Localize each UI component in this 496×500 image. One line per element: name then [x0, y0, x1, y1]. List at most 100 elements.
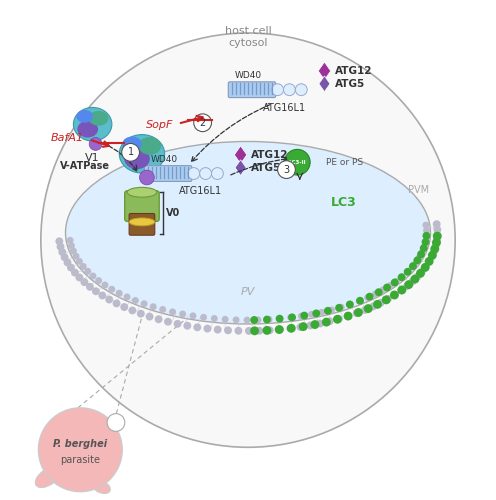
Ellipse shape: [77, 121, 98, 138]
Text: 3: 3: [283, 164, 290, 174]
Circle shape: [404, 268, 412, 276]
Circle shape: [107, 414, 125, 432]
Circle shape: [326, 318, 334, 326]
Circle shape: [409, 278, 417, 285]
Circle shape: [356, 298, 363, 304]
Circle shape: [307, 322, 314, 330]
Circle shape: [397, 286, 406, 294]
Circle shape: [397, 286, 405, 294]
Circle shape: [286, 324, 294, 332]
Circle shape: [422, 238, 429, 244]
Circle shape: [276, 326, 284, 334]
Circle shape: [354, 308, 363, 317]
Circle shape: [95, 277, 102, 284]
Circle shape: [141, 300, 147, 307]
Circle shape: [361, 306, 369, 314]
Circle shape: [174, 320, 182, 328]
Circle shape: [150, 304, 157, 310]
Circle shape: [139, 170, 154, 185]
Circle shape: [108, 286, 115, 292]
Circle shape: [393, 278, 400, 285]
Circle shape: [299, 322, 308, 331]
Circle shape: [116, 290, 123, 296]
Circle shape: [316, 320, 324, 328]
Circle shape: [372, 290, 379, 298]
Circle shape: [102, 282, 109, 288]
Ellipse shape: [211, 168, 223, 179]
Text: 2: 2: [199, 118, 206, 128]
Circle shape: [235, 327, 243, 334]
Circle shape: [422, 238, 430, 246]
Circle shape: [416, 254, 423, 260]
Circle shape: [422, 263, 430, 270]
Circle shape: [428, 250, 437, 260]
Polygon shape: [319, 76, 330, 92]
Circle shape: [434, 226, 441, 234]
Circle shape: [86, 283, 94, 290]
Circle shape: [159, 306, 166, 313]
Text: PE or PS: PE or PS: [326, 158, 363, 166]
Circle shape: [308, 311, 315, 318]
Circle shape: [423, 222, 430, 228]
Circle shape: [41, 33, 455, 448]
Text: host cell
cytosol: host cell cytosol: [225, 26, 271, 48]
Ellipse shape: [295, 84, 307, 96]
Circle shape: [322, 318, 331, 326]
Circle shape: [128, 306, 136, 314]
Circle shape: [164, 318, 172, 326]
Text: parasite: parasite: [61, 454, 100, 464]
Ellipse shape: [119, 134, 165, 173]
Ellipse shape: [35, 466, 61, 487]
Circle shape: [66, 237, 73, 244]
Circle shape: [421, 263, 430, 272]
Circle shape: [433, 236, 441, 244]
Circle shape: [75, 274, 83, 281]
Circle shape: [68, 242, 75, 249]
Text: V-ATPase: V-ATPase: [60, 161, 110, 171]
Circle shape: [76, 258, 83, 265]
Text: ATG16L1: ATG16L1: [262, 102, 306, 113]
Text: PVM: PVM: [408, 186, 430, 196]
Circle shape: [266, 326, 274, 334]
Circle shape: [61, 254, 68, 261]
Ellipse shape: [122, 136, 142, 152]
Text: PV: PV: [241, 287, 255, 297]
Circle shape: [335, 315, 343, 323]
Circle shape: [194, 114, 211, 132]
Circle shape: [413, 258, 420, 266]
Ellipse shape: [73, 108, 112, 141]
Circle shape: [211, 315, 218, 322]
Circle shape: [263, 316, 271, 324]
Text: ATG16L1: ATG16L1: [179, 186, 222, 196]
Circle shape: [146, 312, 153, 320]
Circle shape: [155, 316, 163, 323]
Circle shape: [72, 252, 79, 260]
Circle shape: [89, 138, 102, 150]
Circle shape: [434, 231, 441, 239]
Circle shape: [121, 303, 128, 311]
Circle shape: [98, 292, 106, 300]
Circle shape: [67, 264, 75, 272]
Circle shape: [333, 315, 342, 324]
Circle shape: [344, 312, 353, 320]
Ellipse shape: [127, 188, 157, 197]
Circle shape: [416, 269, 425, 278]
Circle shape: [137, 310, 145, 318]
Ellipse shape: [200, 168, 211, 179]
Circle shape: [432, 242, 439, 250]
Circle shape: [409, 262, 417, 270]
Circle shape: [356, 297, 364, 304]
Circle shape: [179, 310, 186, 318]
Circle shape: [57, 242, 64, 250]
Text: ATG12: ATG12: [335, 66, 373, 76]
Text: V0: V0: [166, 208, 181, 218]
Circle shape: [122, 144, 139, 161]
Circle shape: [364, 304, 372, 313]
Circle shape: [384, 295, 392, 303]
Circle shape: [379, 286, 386, 294]
Circle shape: [404, 280, 413, 289]
Text: V1: V1: [85, 153, 100, 163]
Circle shape: [245, 327, 253, 335]
Text: ATG5: ATG5: [335, 79, 366, 89]
Text: WD40: WD40: [151, 154, 178, 164]
